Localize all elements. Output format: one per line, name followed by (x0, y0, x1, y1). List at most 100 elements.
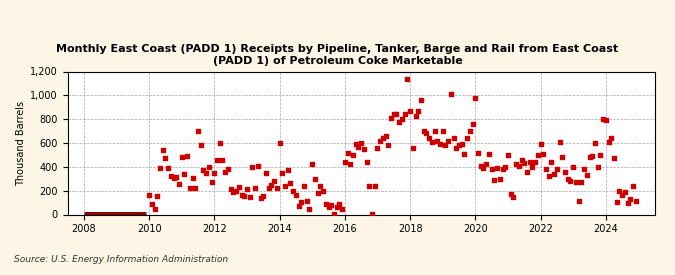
Point (157, 148, 168, 152)
Point (391, 112, 402, 117)
Point (269, 179, 279, 183)
Point (383, 143, 394, 148)
Point (318, 189, 329, 194)
Point (562, 177, 573, 181)
Point (462, 136, 472, 141)
Point (603, 140, 614, 144)
Point (595, 153, 605, 157)
Point (263, 186, 274, 191)
Point (252, 163, 263, 168)
Point (345, 162, 356, 167)
Point (225, 187, 236, 191)
Point (506, 191, 516, 196)
Point (340, 160, 350, 164)
Point (514, 164, 524, 168)
Point (483, 152, 494, 156)
Point (279, 184, 290, 188)
Point (179, 172, 190, 176)
Point (184, 185, 195, 190)
Point (247, 165, 258, 169)
Point (367, 212, 377, 216)
Point (470, 95, 481, 100)
Point (271, 186, 282, 191)
Point (323, 205, 334, 210)
Point (220, 169, 231, 174)
Point (236, 192, 247, 197)
Point (524, 160, 535, 164)
Point (609, 156, 620, 161)
Point (587, 154, 597, 158)
Point (377, 136, 388, 141)
Point (443, 138, 454, 143)
Point (432, 138, 443, 143)
Point (617, 193, 628, 198)
Point (628, 184, 639, 188)
Point (421, 131, 432, 136)
Point (456, 142, 467, 146)
Point (307, 162, 318, 167)
Point (315, 184, 326, 189)
Point (557, 155, 568, 160)
Point (288, 189, 298, 194)
Point (155, 166, 165, 170)
Point (467, 122, 478, 126)
Point (234, 185, 244, 189)
Point (182, 153, 192, 158)
Point (535, 142, 546, 146)
Point (418, 129, 429, 133)
Point (551, 167, 562, 171)
Point (274, 141, 285, 145)
Point (321, 202, 331, 206)
Point (399, 112, 410, 117)
Point (597, 117, 608, 121)
Point (481, 162, 491, 167)
Point (416, 98, 427, 102)
Point (231, 188, 242, 193)
Point (342, 150, 353, 155)
Point (255, 196, 266, 200)
Point (228, 190, 239, 194)
Point (282, 167, 293, 172)
Point (601, 118, 612, 123)
Point (451, 145, 462, 150)
Point (198, 168, 209, 173)
Point (522, 169, 533, 174)
Point (527, 165, 538, 169)
Point (549, 172, 560, 176)
Point (541, 167, 551, 171)
Point (223, 167, 234, 171)
Point (326, 203, 337, 207)
Point (554, 140, 565, 144)
Point (459, 152, 470, 156)
Point (511, 162, 522, 167)
Point (497, 166, 508, 171)
Point (203, 165, 214, 169)
Point (160, 156, 171, 161)
Point (396, 117, 407, 121)
Text: Source: U.S. Energy Information Administration: Source: U.S. Energy Information Administ… (14, 255, 227, 264)
Point (266, 183, 277, 187)
Point (533, 153, 543, 157)
Point (394, 120, 404, 124)
Point (584, 155, 595, 160)
Point (168, 176, 179, 180)
Point (301, 199, 312, 204)
Point (310, 177, 321, 181)
Point (464, 129, 475, 133)
Point (200, 170, 211, 175)
Point (388, 112, 399, 117)
Point (424, 136, 435, 141)
Point (413, 109, 424, 113)
Point (408, 145, 418, 150)
Point (405, 109, 416, 113)
Point (612, 200, 622, 204)
Point (516, 158, 527, 162)
Point (375, 138, 385, 143)
Point (491, 166, 502, 170)
Point (435, 142, 446, 146)
Point (429, 129, 440, 133)
Point (592, 165, 603, 169)
Point (494, 177, 505, 181)
Point (329, 212, 340, 216)
Point (239, 194, 250, 198)
